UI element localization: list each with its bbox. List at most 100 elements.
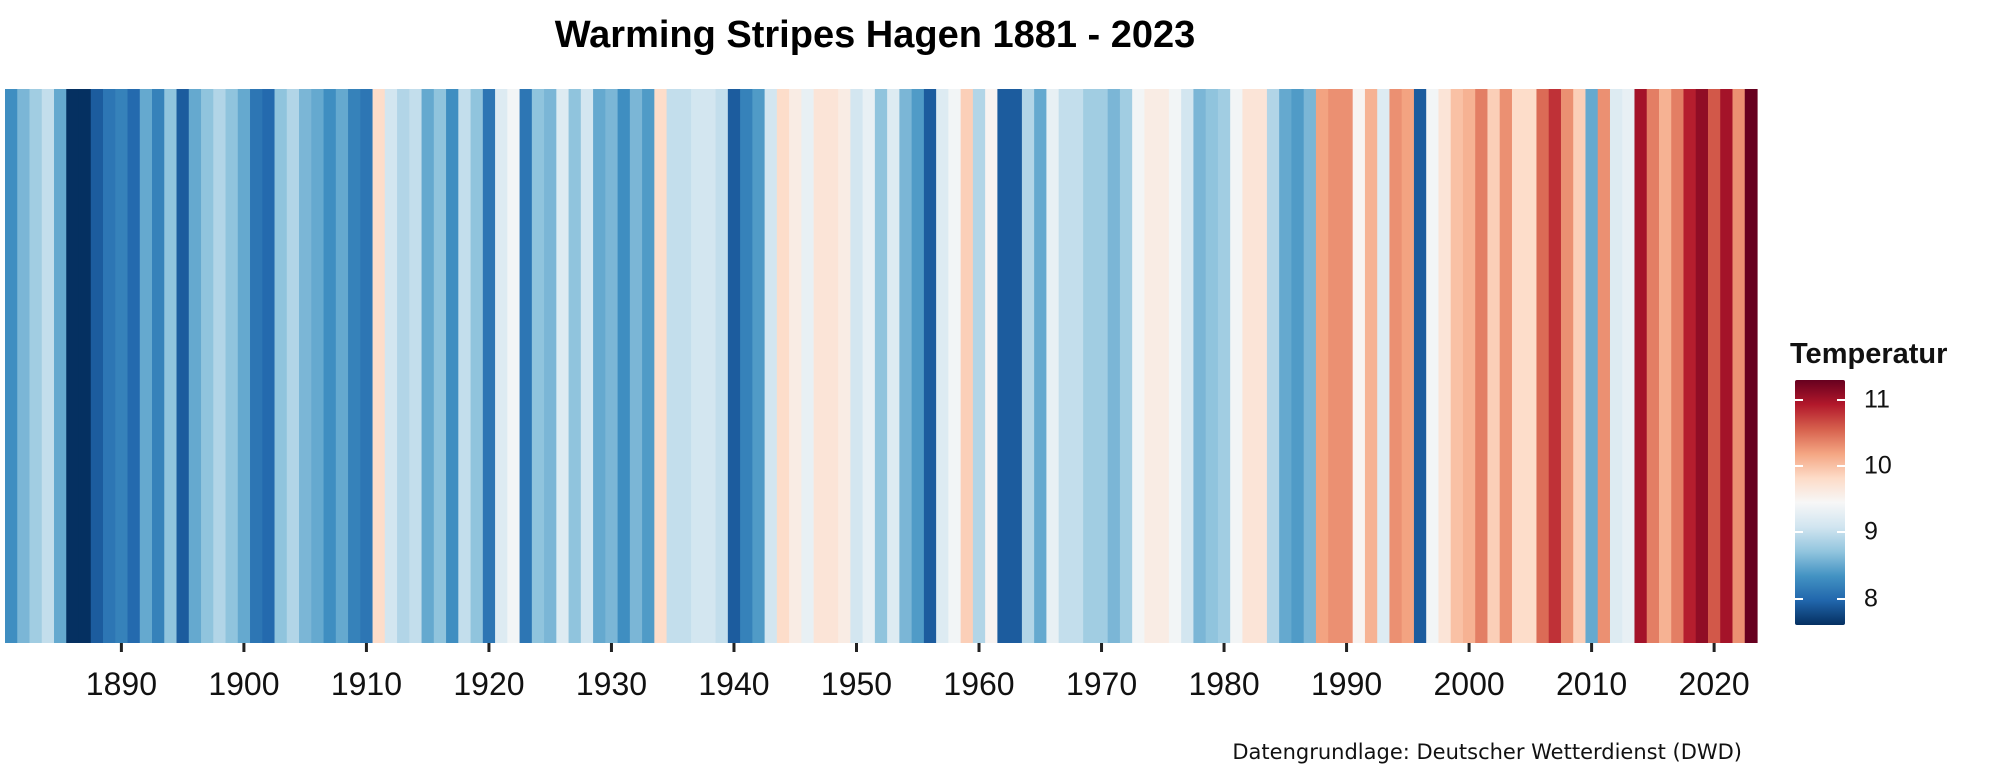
stripe-1899 bbox=[225, 89, 239, 643]
stripe-1927 bbox=[568, 89, 582, 643]
stripe-1912 bbox=[384, 89, 398, 643]
stripe-1952 bbox=[874, 89, 888, 643]
stripe-1980 bbox=[1217, 89, 1231, 643]
stripe-2008 bbox=[1560, 89, 1574, 643]
stripe-1989 bbox=[1328, 89, 1342, 643]
legend-colorbar bbox=[1795, 380, 1845, 625]
x-tick-label-1990: 1990 bbox=[1311, 666, 1382, 702]
stripe-1913 bbox=[397, 89, 410, 643]
stripe-2015 bbox=[1646, 89, 1660, 643]
x-tick-label-2020: 2020 bbox=[1679, 666, 1750, 702]
legend-tick-mark-11 bbox=[1795, 398, 1803, 401]
stripe-1893 bbox=[152, 89, 165, 643]
chart-title: Warming Stripes Hagen 1881 - 2023 bbox=[554, 14, 1196, 56]
stripe-1891 bbox=[127, 89, 141, 643]
stripe-2009 bbox=[1573, 89, 1587, 643]
x-tick-label-2010: 2010 bbox=[1556, 666, 1627, 702]
legend-title: Temperatur bbox=[1790, 338, 1948, 370]
stripe-1883 bbox=[29, 89, 43, 643]
x-tick-label-1900: 1900 bbox=[208, 666, 279, 702]
legend-tick-label-10: 10 bbox=[1864, 451, 1892, 480]
stripe-1955 bbox=[911, 89, 925, 643]
stripe-1963 bbox=[1009, 89, 1023, 643]
x-tick-label-1980: 1980 bbox=[1188, 666, 1259, 702]
stripe-2023 bbox=[1744, 89, 1758, 643]
stripe-2006 bbox=[1536, 89, 1550, 643]
stripe-1901 bbox=[250, 89, 263, 643]
legend-tick-label-8: 8 bbox=[1864, 584, 1878, 612]
stripe-1999 bbox=[1450, 89, 1464, 643]
stripe-2014 bbox=[1634, 89, 1648, 643]
stripe-1974 bbox=[1144, 89, 1158, 643]
stripe-1991 bbox=[1352, 89, 1366, 643]
stripe-1929 bbox=[593, 89, 606, 643]
stripe-1887 bbox=[78, 89, 92, 643]
legend-tick-mark-10 bbox=[1795, 465, 1803, 468]
stripe-1933 bbox=[642, 89, 655, 643]
stripe-1970 bbox=[1095, 89, 1109, 643]
stripe-1907 bbox=[323, 89, 337, 643]
stripe-2004 bbox=[1511, 89, 1525, 643]
stripe-1966 bbox=[1046, 89, 1060, 643]
stripe-1947 bbox=[813, 89, 827, 643]
stripe-1967 bbox=[1058, 89, 1072, 643]
x-tick-label-1960: 1960 bbox=[943, 666, 1014, 702]
legend-tick-mark-9 bbox=[1795, 531, 1803, 534]
stripe-1916 bbox=[433, 89, 447, 643]
stripe-1888 bbox=[90, 89, 104, 643]
x-tick-label-1910: 1910 bbox=[331, 666, 402, 702]
stripe-1943 bbox=[764, 89, 778, 643]
stripe-1885 bbox=[54, 89, 67, 643]
legend-tick-label-9: 9 bbox=[1864, 517, 1878, 546]
stripe-1942 bbox=[752, 89, 766, 643]
stripe-2019 bbox=[1695, 89, 1709, 643]
stripe-2011 bbox=[1597, 89, 1611, 643]
stripe-1925 bbox=[544, 89, 557, 643]
stripe-1992 bbox=[1364, 89, 1378, 643]
stripe-1911 bbox=[372, 89, 386, 643]
stripe-1922 bbox=[507, 89, 521, 643]
stripe-1926 bbox=[556, 89, 570, 643]
stripe-2002 bbox=[1487, 89, 1501, 643]
stripe-1890 bbox=[115, 89, 129, 643]
x-tick-label-2000: 2000 bbox=[1433, 666, 1504, 702]
stripe-1900 bbox=[237, 89, 251, 643]
stripe-2012 bbox=[1609, 89, 1623, 643]
stripe-1960 bbox=[972, 89, 986, 643]
stripe-1984 bbox=[1266, 89, 1280, 643]
stripe-1986 bbox=[1291, 89, 1305, 643]
stripe-1988 bbox=[1315, 89, 1329, 643]
stripe-1946 bbox=[801, 89, 815, 643]
stripe-1950 bbox=[850, 89, 864, 643]
stripe-1976 bbox=[1168, 89, 1182, 643]
stripe-2007 bbox=[1548, 89, 1562, 643]
stripe-1914 bbox=[409, 89, 423, 643]
stripe-1953 bbox=[887, 89, 900, 643]
stripe-1990 bbox=[1340, 89, 1354, 643]
x-tick-label-1950: 1950 bbox=[821, 666, 892, 702]
stripe-1904 bbox=[286, 89, 300, 643]
stripe-2017 bbox=[1671, 89, 1685, 643]
stripe-1948 bbox=[825, 89, 839, 643]
stripe-1959 bbox=[960, 89, 974, 643]
stripe-1995 bbox=[1401, 89, 1415, 643]
stripe-1964 bbox=[1021, 89, 1035, 643]
stripe-1996 bbox=[1413, 89, 1427, 643]
legend-tick-label-11: 11 bbox=[1864, 385, 1890, 414]
stripe-2003 bbox=[1499, 89, 1513, 643]
stripe-1924 bbox=[531, 89, 545, 643]
stripe-1940 bbox=[727, 89, 741, 643]
stripe-1937 bbox=[691, 89, 704, 643]
stripe-1956 bbox=[923, 89, 937, 643]
stripe-1934 bbox=[654, 89, 668, 643]
stripe-1987 bbox=[1303, 89, 1317, 643]
stripe-1972 bbox=[1119, 89, 1133, 643]
stripe-2013 bbox=[1622, 89, 1636, 643]
stripe-1920 bbox=[482, 89, 496, 643]
stripe-1973 bbox=[1132, 89, 1146, 643]
stripe-1979 bbox=[1205, 89, 1219, 643]
stripe-1919 bbox=[470, 89, 484, 643]
stripe-2016 bbox=[1658, 89, 1672, 643]
stripe-1977 bbox=[1181, 89, 1195, 643]
